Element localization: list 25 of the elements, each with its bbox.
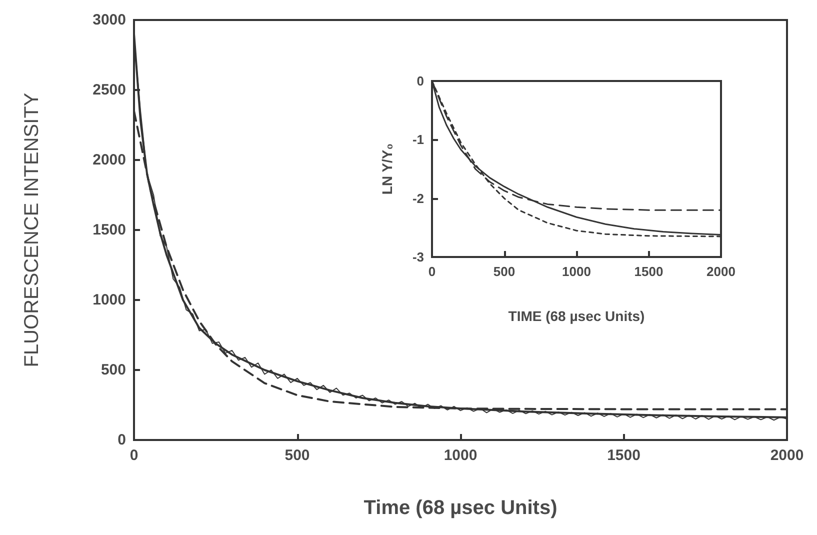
x-tick-label: 500 (284, 447, 310, 464)
x-tick-label: 1000 (562, 264, 591, 279)
y-tick-label: 2500 (92, 82, 126, 98)
y-axis-title: FLUORESCENCE INTENSITY (21, 92, 43, 368)
y-axis-title: LN Y/Y₀ (379, 143, 395, 195)
x-tick-label: 2000 (706, 264, 736, 279)
y-tick-label: 500 (100, 362, 126, 378)
y-tick-label: -2 (412, 190, 424, 206)
x-tick-label: 1000 (444, 447, 478, 464)
x-tick-label: 0 (130, 447, 138, 464)
x-tick-label: 2000 (770, 447, 804, 464)
x-tick-label: 1500 (634, 264, 664, 279)
x-tick-label: 1500 (607, 447, 640, 464)
y-tick-label: 1000 (92, 292, 126, 308)
x-axis-title: Time (68 µsec Units) (364, 497, 558, 519)
y-tick-label: 3000 (92, 12, 126, 28)
y-tick-label: 2000 (92, 152, 126, 168)
x-tick-label: 500 (493, 264, 516, 279)
x-axis-title: TIME (68 µsec Units) (508, 308, 645, 324)
y-tick-label: 0 (416, 74, 424, 88)
y-tick-label: -3 (412, 250, 424, 264)
x-tick-label: 0 (428, 264, 436, 279)
y-tick-label: -1 (412, 132, 424, 148)
y-tick-label: 0 (118, 432, 126, 448)
y-tick-label: 1500 (92, 222, 126, 238)
